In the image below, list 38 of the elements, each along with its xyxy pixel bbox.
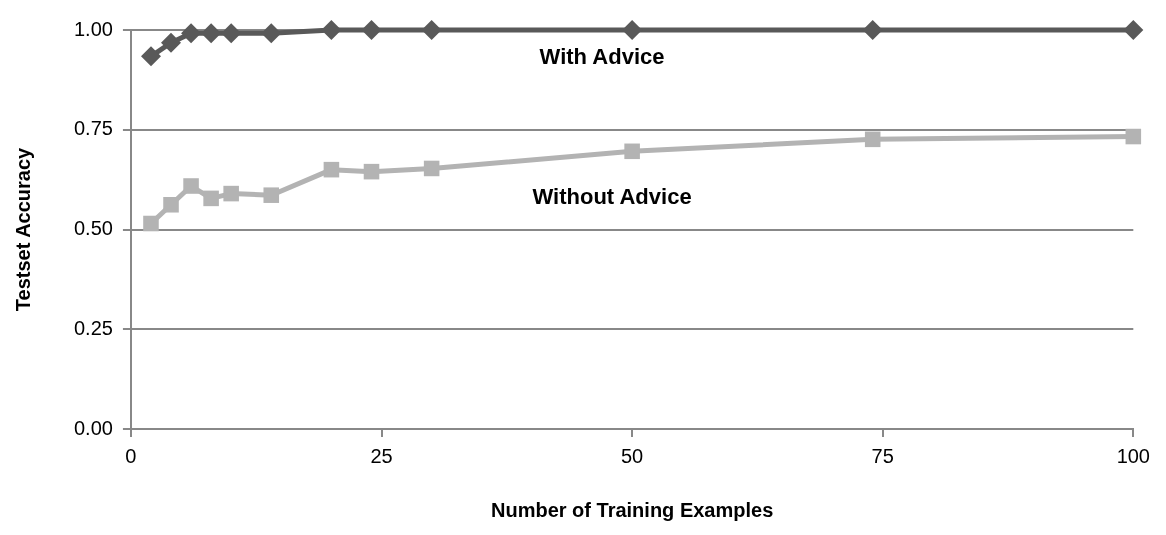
point [203,190,219,207]
point [864,131,881,148]
point [624,143,640,160]
point [361,20,382,40]
point [363,163,380,180]
point [423,160,440,177]
series-label: Without Advice [532,183,692,209]
y-tick-label: 1.00 [73,17,113,40]
point [221,23,242,44]
y-tick-label: 0.00 [73,416,113,439]
point [140,46,161,67]
point [323,161,340,178]
y-tick-label: 0.25 [73,316,113,339]
y-tick-label: 0.75 [73,117,113,140]
point [1125,128,1142,145]
point [622,20,643,40]
point [862,20,883,40]
point [223,185,239,202]
point [263,187,280,203]
point [201,23,222,44]
x-tick-label: 0 [125,444,137,467]
x-tick-label: 25 [370,444,393,467]
point [183,178,199,194]
point [163,196,179,213]
x-tick-label: 75 [871,444,894,467]
y-axis-title: Testset Accuracy [11,146,34,312]
x-tick-label: 100 [1116,444,1150,467]
point [261,23,282,44]
x-axis-title: Number of Training Examples [490,498,774,521]
point [181,23,202,44]
point [1123,20,1144,40]
point [421,20,442,40]
point [321,20,342,40]
series-label: With Advice [539,43,665,69]
x-tick-label: 50 [621,444,644,467]
point [143,215,159,232]
y-tick-label: 0.50 [73,217,113,240]
point [161,32,182,53]
